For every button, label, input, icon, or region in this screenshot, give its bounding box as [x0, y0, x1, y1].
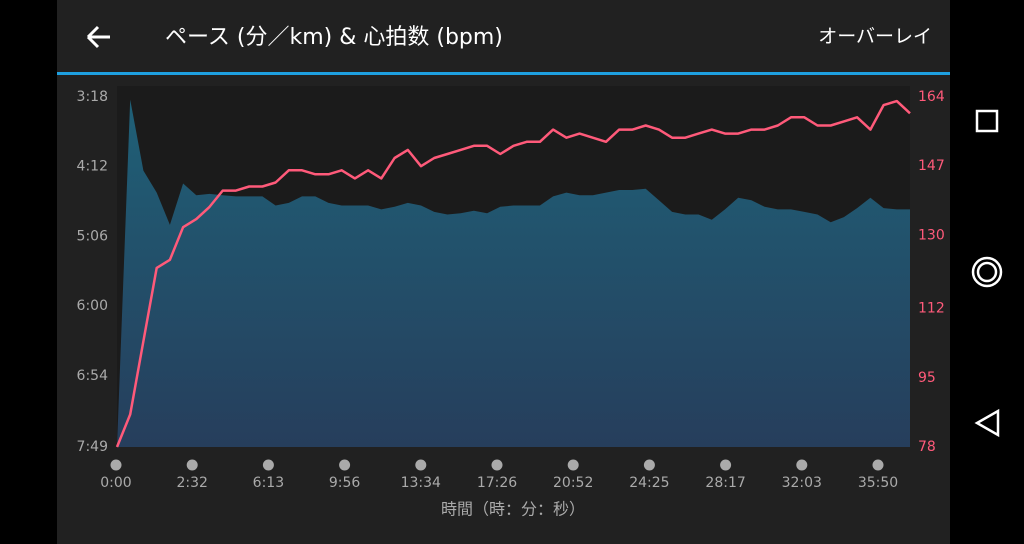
x-tick-dot	[491, 459, 503, 471]
y2-tick-label: 95	[918, 370, 936, 386]
y2-tick-label: 112	[918, 301, 945, 317]
x-tick-label: 2:32	[176, 475, 207, 491]
x-tick-dot	[262, 459, 274, 471]
y-tick-label: 7:49	[77, 439, 108, 455]
header-divider	[57, 72, 950, 75]
back-nav-button[interactable]	[974, 408, 1000, 438]
x-tick-label: 9:56	[329, 475, 361, 491]
overlay-button[interactable]: オーバーレイ	[818, 26, 932, 48]
heart-rate-line	[115, 99, 911, 448]
x-tick-dot	[872, 459, 884, 471]
x-tick-dot	[415, 459, 427, 471]
recents-button[interactable]	[975, 109, 999, 133]
x-tick-dot	[643, 459, 655, 471]
x-axis-label: 時間（時：分：秒）	[441, 500, 585, 519]
y2-tick-label: 130	[918, 227, 945, 243]
x-tick-label: 32:03	[782, 475, 822, 491]
x-tick-dot	[186, 459, 198, 471]
x-tick-label: 28:17	[705, 475, 745, 491]
y-tick-label: 4:12	[77, 159, 108, 175]
x-tick-label: 0:00	[100, 475, 131, 491]
y-tick-label: 6:54	[77, 368, 109, 384]
x-tick-dot	[720, 459, 732, 471]
back-button[interactable]	[86, 25, 110, 49]
page-title: ペース (分／km) & 心拍数 (bpm)	[165, 25, 503, 50]
x-tick-dot	[567, 459, 579, 471]
home-button[interactable]	[971, 256, 1003, 288]
x-tick-label: 17:26	[477, 475, 517, 491]
y-tick-label: 6:00	[77, 298, 108, 314]
x-tick-label: 20:52	[553, 475, 593, 491]
y2-tick-label: 147	[918, 158, 945, 174]
y2-tick-label: 78	[918, 439, 936, 455]
x-tick-label: 24:25	[629, 475, 669, 491]
pace-area	[117, 99, 910, 447]
y-tick-label: 5:06	[77, 228, 109, 244]
home-button-inner	[976, 261, 998, 283]
x-tick-label: 6:13	[253, 475, 284, 491]
x-tick-label: 13:34	[401, 475, 441, 491]
x-tick-dot	[796, 459, 808, 471]
x-tick-dot	[339, 459, 351, 471]
y-tick-label: 3:18	[77, 89, 108, 105]
x-tick-dot	[110, 459, 122, 471]
x-tick-label: 35:50	[858, 475, 898, 491]
y2-tick-label: 164	[918, 89, 945, 105]
